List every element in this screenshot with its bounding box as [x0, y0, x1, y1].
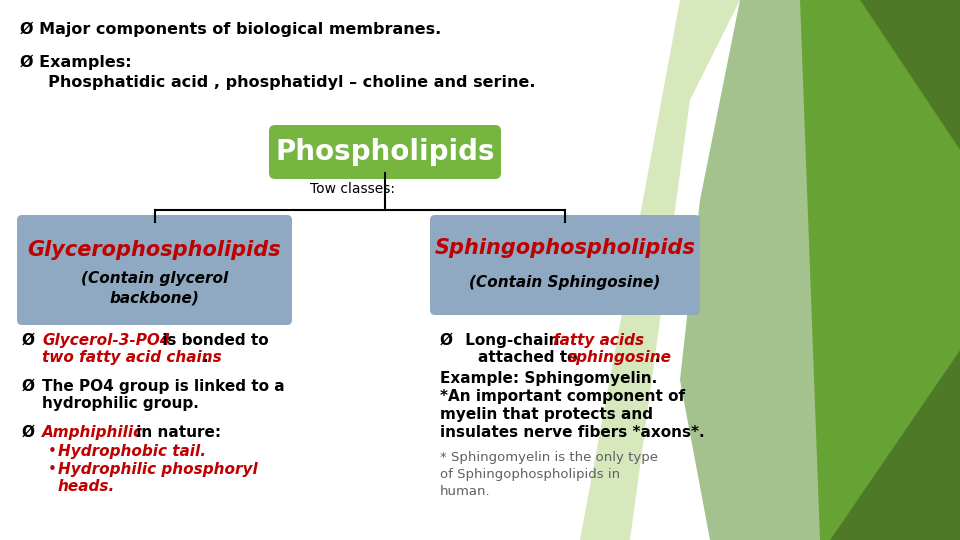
Polygon shape — [710, 350, 960, 540]
Text: human.: human. — [440, 485, 491, 498]
Text: hydrophilic group.: hydrophilic group. — [42, 396, 199, 411]
Text: Tow classes:: Tow classes: — [310, 182, 395, 196]
Text: attached to: attached to — [478, 350, 583, 365]
Text: Ø: Ø — [22, 333, 35, 348]
Text: Glycerol-3-PO4: Glycerol-3-PO4 — [42, 333, 171, 348]
Text: fatty acids: fatty acids — [553, 333, 644, 348]
FancyBboxPatch shape — [430, 215, 700, 315]
Text: myelin that protects and: myelin that protects and — [440, 407, 653, 422]
Text: in nature:: in nature: — [131, 425, 221, 440]
Text: Ø: Ø — [440, 333, 453, 348]
Text: Hydrophobic tail.: Hydrophobic tail. — [58, 444, 206, 459]
Text: Ø Examples:: Ø Examples: — [20, 55, 132, 70]
Text: insulates nerve fibers *axons*.: insulates nerve fibers *axons*. — [440, 425, 705, 440]
Text: .: . — [202, 350, 207, 365]
Text: *An important component of: *An important component of — [440, 389, 685, 404]
Text: two fatty acid chains: two fatty acid chains — [42, 350, 222, 365]
Polygon shape — [680, 0, 960, 540]
Text: heads.: heads. — [58, 479, 115, 494]
Text: The PO4 group is linked to a: The PO4 group is linked to a — [42, 379, 284, 394]
Text: Ø Major components of biological membranes.: Ø Major components of biological membran… — [20, 22, 442, 37]
Text: (Contain glycerol
backbone): (Contain glycerol backbone) — [81, 271, 228, 306]
Text: Sphingophospholipids: Sphingophospholipids — [435, 238, 695, 258]
Text: (Contain Sphingosine): (Contain Sphingosine) — [469, 274, 660, 289]
Text: sphingosine: sphingosine — [568, 350, 672, 365]
Text: •: • — [48, 462, 57, 477]
Text: Hydrophilic phosphoryl: Hydrophilic phosphoryl — [58, 462, 257, 477]
Text: Amphiphilic: Amphiphilic — [42, 425, 143, 440]
Polygon shape — [730, 0, 960, 150]
Text: Ø: Ø — [22, 425, 35, 440]
FancyBboxPatch shape — [17, 215, 292, 325]
Text: * Sphingomyelin is the only type: * Sphingomyelin is the only type — [440, 451, 658, 464]
Text: Phosphatidic acid , phosphatidyl – choline and serine.: Phosphatidic acid , phosphatidyl – choli… — [20, 75, 536, 90]
Text: Glycerophospholipids: Glycerophospholipids — [28, 240, 281, 260]
Text: of Sphingophospholipids in: of Sphingophospholipids in — [440, 468, 620, 481]
Text: Ø: Ø — [22, 379, 35, 394]
FancyBboxPatch shape — [269, 125, 501, 179]
Polygon shape — [800, 0, 960, 540]
Text: is bonded to: is bonded to — [157, 333, 269, 348]
Text: Example: Sphingomyelin.: Example: Sphingomyelin. — [440, 371, 658, 386]
Text: Long-chain: Long-chain — [460, 333, 564, 348]
Text: .: . — [654, 350, 660, 365]
Polygon shape — [580, 0, 740, 540]
Text: •: • — [48, 444, 57, 459]
Text: Phospholipids: Phospholipids — [276, 138, 494, 166]
